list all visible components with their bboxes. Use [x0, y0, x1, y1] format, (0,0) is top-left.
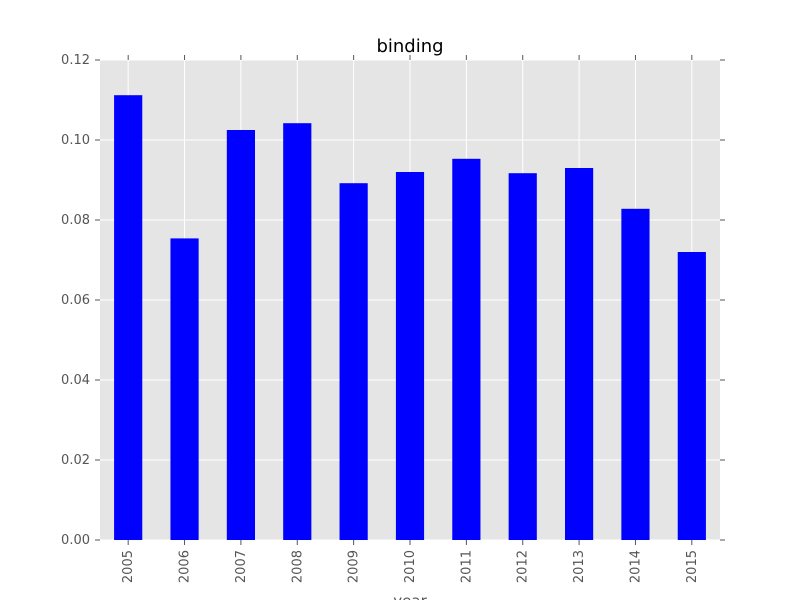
- x-tick-label: 2014: [628, 550, 643, 583]
- y-tick-labels: 0.00 0.02 0.04 0.06 0.08 0.10 0.12: [61, 53, 90, 548]
- x-tick-label: 2010: [403, 550, 418, 583]
- bar-2010: [395, 172, 425, 540]
- x-tick-label: 2006: [178, 550, 193, 583]
- y-tick-label: 0.02: [61, 453, 90, 468]
- x-tick-label: 2011: [459, 550, 474, 583]
- y-tick-label: 0.12: [61, 53, 90, 68]
- y-tick-label: 0.10: [61, 133, 90, 148]
- bar-2013: [565, 168, 594, 540]
- y-tick-label: 0.06: [61, 293, 90, 308]
- bar-2007: [226, 130, 255, 540]
- bars: [114, 95, 706, 541]
- bar-2006: [170, 238, 199, 540]
- x-tick-label: 2005: [121, 550, 136, 583]
- x-tick-labels: 2005 2006 2007 2008 2009 2010 2011 2012 2013 2014…: [121, 550, 700, 583]
- bar-2011: [452, 158, 481, 541]
- bar-2015: [677, 252, 706, 540]
- y-tick-label: 0.08: [61, 213, 90, 228]
- x-tick-label: 2009: [347, 550, 362, 583]
- x-tick-label: 2013: [572, 550, 587, 583]
- x-tick-label: 2007: [234, 550, 249, 583]
- bar-2009: [339, 183, 368, 540]
- x-tick-label: 2015: [685, 550, 700, 583]
- chart-title: binding: [376, 36, 443, 57]
- bar-2014: [621, 208, 650, 541]
- y-tick-label: 0.04: [61, 373, 90, 388]
- x-tick-label: 2008: [290, 550, 305, 583]
- x-axis-label: year: [393, 592, 427, 600]
- x-tick-label: 2012: [516, 550, 531, 583]
- bar-2008: [283, 123, 312, 540]
- bar-2005: [114, 95, 143, 540]
- y-tick-label: 0.00: [61, 533, 90, 548]
- bar-2012: [508, 173, 537, 540]
- ticks: [95, 55, 725, 545]
